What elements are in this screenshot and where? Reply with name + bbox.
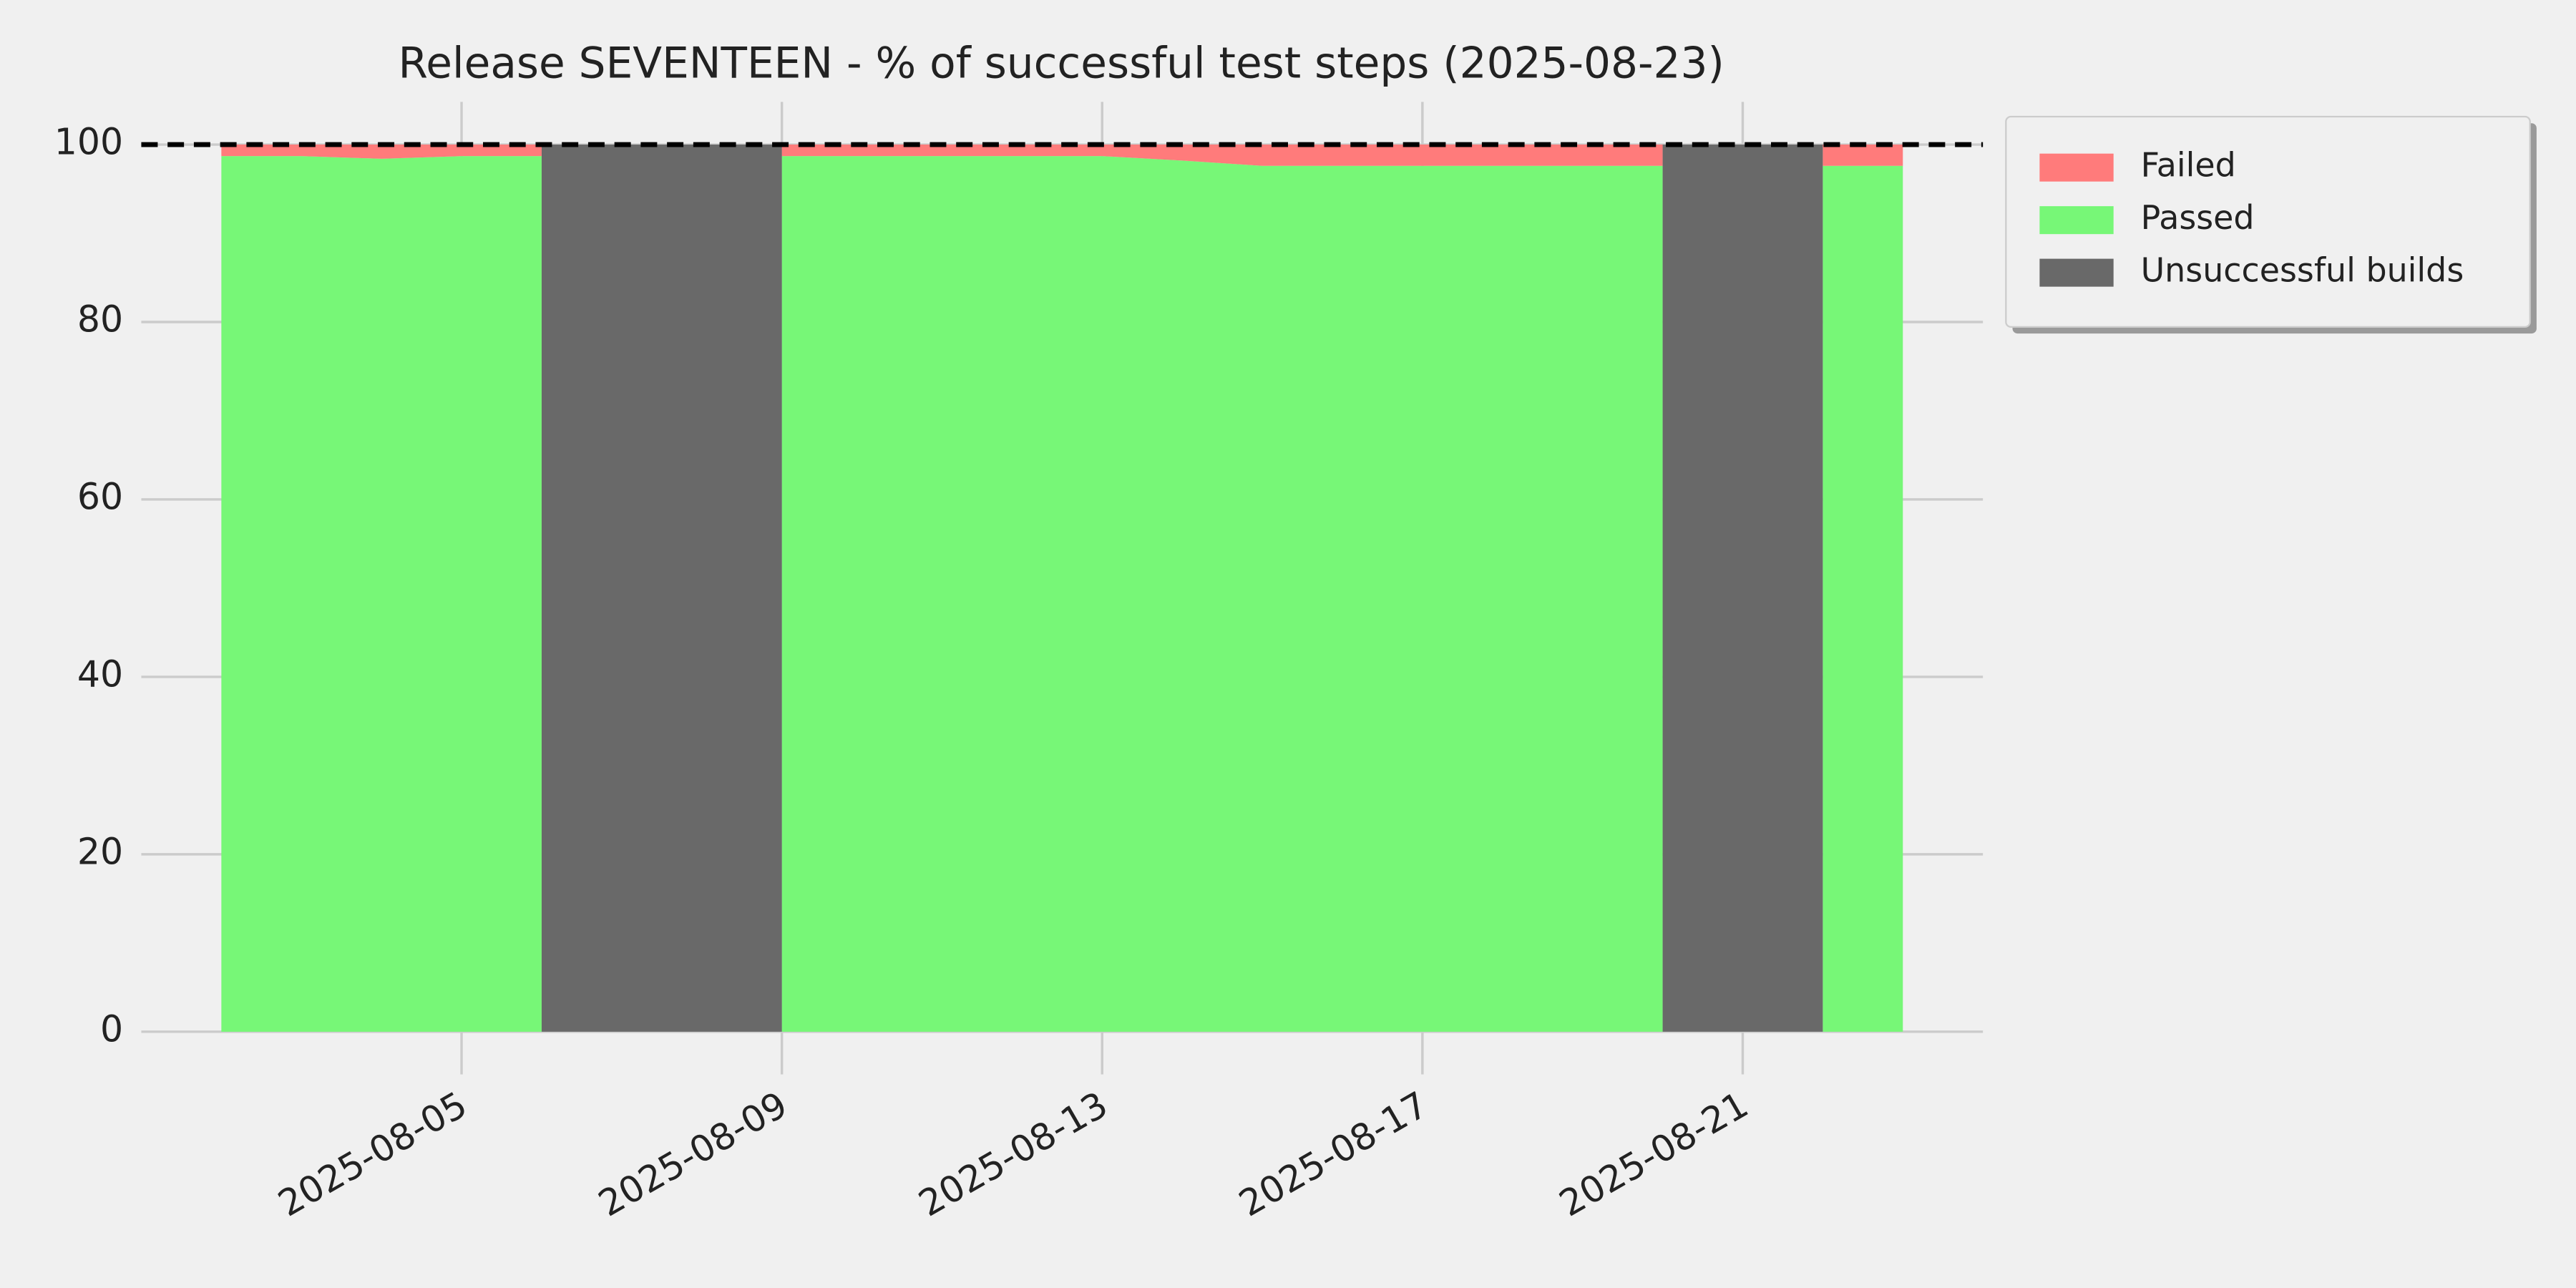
y-tick-label: 0: [100, 1008, 123, 1050]
legend-swatch: [2039, 153, 2114, 182]
legend-label: Passed: [2141, 198, 2255, 237]
y-tick-label: 40: [77, 653, 123, 695]
legend-swatch: [2039, 206, 2114, 235]
unsuccessful-build: [541, 145, 782, 1032]
unsuccessful-build: [1662, 145, 1823, 1032]
chart-title: Release SEVENTEEN - % of successful test…: [399, 39, 1724, 88]
y-tick-label: 60: [77, 475, 123, 517]
passed-area: [221, 156, 542, 1032]
failed-area: [221, 145, 542, 159]
y-tick-label: 20: [77, 830, 123, 872]
legend-label: Unsuccessful builds: [2141, 251, 2464, 290]
failed-area: [1823, 145, 1903, 166]
passed-area: [1823, 165, 1903, 1032]
y-tick-label: 100: [54, 121, 123, 163]
legend-label: Failed: [2141, 146, 2236, 185]
y-tick-label: 80: [77, 298, 123, 341]
legend-swatch: [2039, 258, 2114, 287]
failed-area: [781, 145, 1663, 166]
passed-area: [781, 156, 1663, 1032]
legend-box: [2005, 115, 2531, 328]
plot-area: [221, 145, 1903, 1032]
